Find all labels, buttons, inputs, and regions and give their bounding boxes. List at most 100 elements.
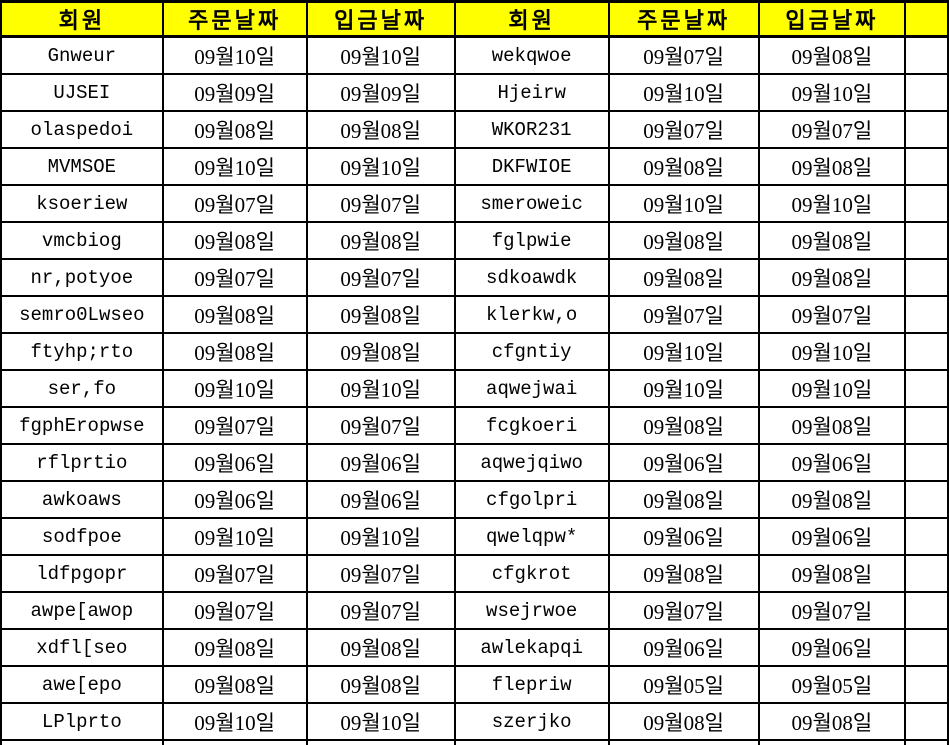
deposit-date-cell[interactable]: 09월10일: [305, 35, 456, 75]
deposit-date-cell[interactable]: 09월08일: [305, 110, 456, 149]
order-date-cell[interactable]: 09월08일: [607, 406, 760, 445]
deposit-date-cell[interactable]: 09월09일: [305, 73, 456, 112]
order-date-cell[interactable]: 09월10일: [607, 184, 760, 223]
order-date-cell[interactable]: 09월08일: [607, 554, 760, 593]
member-cell[interactable]: klerkw,o: [453, 295, 610, 334]
deposit-date-cell[interactable]: 09월08일: [757, 480, 907, 519]
header-member-right[interactable]: 회원: [453, 0, 610, 38]
deposit-date-cell[interactable]: 09월08일: [305, 221, 456, 260]
member-cell[interactable]: ser,fo: [0, 369, 164, 408]
member-cell[interactable]: ftyhp;rto: [0, 332, 164, 371]
member-cell[interactable]: ksoeriew: [0, 184, 164, 223]
member-cell[interactable]: awe[epo: [0, 665, 164, 704]
deposit-date-cell[interactable]: 09월06일: [305, 443, 456, 482]
member-cell[interactable]: fgphEropwse: [0, 406, 164, 445]
deposit-date-cell[interactable]: 09월08일: [757, 35, 907, 75]
member-cell[interactable]: WKOR231: [453, 110, 610, 149]
deposit-date-cell[interactable]: 09월07일: [305, 184, 456, 223]
header-order-left[interactable]: 주문날짜: [161, 0, 308, 38]
member-cell[interactable]: sdkoawdk: [453, 258, 610, 297]
order-date-cell[interactable]: 09월08일: [161, 110, 308, 149]
member-cell[interactable]: fcgkoeri: [453, 406, 610, 445]
member-cell[interactable]: cfgkrot: [453, 554, 610, 593]
order-date-cell[interactable]: 09월10일: [161, 369, 308, 408]
deposit-date-cell[interactable]: 09월08일: [305, 628, 456, 667]
order-date-cell[interactable]: 09월10일: [607, 332, 760, 371]
order-date-cell[interactable]: 09월06일: [607, 443, 760, 482]
member-cell[interactable]: aqwejwai: [453, 369, 610, 408]
member-cell[interactable]: awlekapqi: [453, 628, 610, 667]
deposit-date-cell[interactable]: 09월06일: [305, 480, 456, 519]
order-date-cell[interactable]: 09월10일: [161, 35, 308, 75]
deposit-date-cell[interactable]: 09월10일: [305, 147, 456, 186]
deposit-date-cell[interactable]: 09월10일: [305, 517, 456, 556]
deposit-date-cell[interactable]: 09월07일: [757, 591, 907, 630]
member-cell[interactable]: UJSEI: [0, 73, 164, 112]
header-deposit-left[interactable]: 입금날짜: [305, 0, 456, 38]
deposit-date-cell[interactable]: 09월10일: [757, 73, 907, 112]
member-cell[interactable]: DKFWIOE: [453, 147, 610, 186]
member-cell[interactable]: awkoaws: [0, 480, 164, 519]
order-date-cell[interactable]: 09월10일: [607, 73, 760, 112]
order-date-cell[interactable]: 09월05일: [607, 665, 760, 704]
deposit-date-cell[interactable]: 09월05일: [757, 665, 907, 704]
member-cell[interactable]: qwelqpw*: [453, 517, 610, 556]
order-date-cell[interactable]: 09월08일: [161, 332, 308, 371]
order-date-cell[interactable]: 09월07일: [161, 554, 308, 593]
member-cell[interactable]: nr,potyoe: [0, 258, 164, 297]
member-cell[interactable]: smeroweic: [453, 184, 610, 223]
deposit-date-cell[interactable]: 09월08일: [757, 258, 907, 297]
order-date-cell[interactable]: 09월09일: [161, 73, 308, 112]
order-date-cell[interactable]: 09월06일: [607, 517, 760, 556]
order-date-cell[interactable]: 09월06일: [161, 480, 308, 519]
order-date-cell[interactable]: 09월08일: [161, 665, 308, 704]
order-date-cell[interactable]: 09월07일: [161, 406, 308, 445]
order-date-cell[interactable]: 09월08일: [607, 480, 760, 519]
order-date-cell[interactable]: 09월08일: [161, 295, 308, 334]
order-date-cell[interactable]: 09월08일: [161, 628, 308, 667]
order-date-cell[interactable]: 09월07일: [607, 295, 760, 334]
order-date-cell[interactable]: 09월07일: [161, 258, 308, 297]
deposit-date-cell[interactable]: 09월07일: [305, 591, 456, 630]
deposit-date-cell[interactable]: 09월06일: [757, 443, 907, 482]
order-date-cell[interactable]: 09월10일: [161, 702, 308, 741]
deposit-date-cell[interactable]: 09월08일: [757, 147, 907, 186]
order-date-cell[interactable]: 09월08일: [607, 702, 760, 741]
deposit-date-cell[interactable]: 09월08일: [305, 665, 456, 704]
deposit-date-cell[interactable]: 09월07일: [305, 554, 456, 593]
member-cell[interactable]: vmcbiog: [0, 221, 164, 260]
member-cell[interactable]: rflprtio: [0, 443, 164, 482]
member-cell[interactable]: Hjeirw: [453, 73, 610, 112]
deposit-date-cell[interactable]: 09월08일: [305, 295, 456, 334]
deposit-date-cell[interactable]: 09월07일: [757, 110, 907, 149]
member-cell[interactable]: cfgolpri: [453, 480, 610, 519]
deposit-date-cell[interactable]: 09월07일: [305, 406, 456, 445]
order-date-cell[interactable]: 09월06일: [161, 443, 308, 482]
order-date-cell[interactable]: 09월07일: [607, 591, 760, 630]
member-cell[interactable]: flepriw: [453, 665, 610, 704]
header-deposit-right[interactable]: 입금날짜: [757, 0, 907, 38]
deposit-date-cell[interactable]: 09월07일: [757, 295, 907, 334]
member-cell[interactable]: cfgntiy: [453, 332, 610, 371]
member-cell[interactable]: wekqwoe: [453, 35, 610, 75]
deposit-date-cell[interactable]: 09월07일: [305, 258, 456, 297]
member-cell[interactable]: ldfpgopr: [0, 554, 164, 593]
order-date-cell[interactable]: 09월07일: [607, 35, 760, 75]
member-cell[interactable]: xdfl[seo: [0, 628, 164, 667]
order-date-cell[interactable]: 09월10일: [161, 517, 308, 556]
member-cell[interactable]: semro0Lwseo: [0, 295, 164, 334]
deposit-date-cell[interactable]: 09월08일: [757, 406, 907, 445]
deposit-date-cell[interactable]: 09월08일: [757, 221, 907, 260]
order-date-cell[interactable]: 09월10일: [161, 147, 308, 186]
member-cell[interactable]: olaspedoi: [0, 110, 164, 149]
deposit-date-cell[interactable]: 09월06일: [757, 517, 907, 556]
deposit-date-cell[interactable]: 09월10일: [757, 369, 907, 408]
order-date-cell[interactable]: 09월08일: [607, 258, 760, 297]
member-cell[interactable]: sodfpoe: [0, 517, 164, 556]
member-cell[interactable]: fglpwie: [453, 221, 610, 260]
deposit-date-cell[interactable]: 09월08일: [757, 702, 907, 741]
deposit-date-cell[interactable]: 09월08일: [757, 554, 907, 593]
deposit-date-cell[interactable]: 09월10일: [305, 702, 456, 741]
header-member-left[interactable]: 회원: [0, 0, 164, 38]
deposit-date-cell[interactable]: 09월06일: [757, 628, 907, 667]
